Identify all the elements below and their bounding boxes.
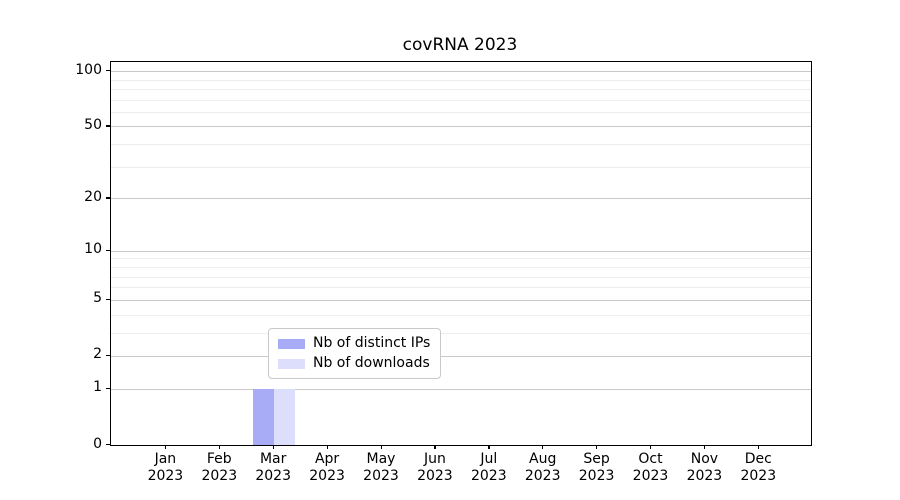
legend-label: Nb of downloads [313, 355, 430, 371]
legend-item: Nb of distinct IPs [278, 335, 430, 352]
major-gridline [111, 71, 811, 73]
x-axis-tick [434, 445, 436, 450]
y-axis-tick [106, 125, 110, 127]
x-axis-tick [650, 445, 652, 450]
x-axis-tick [164, 445, 167, 450]
y-axis-tick [106, 387, 110, 390]
legend-swatch [278, 358, 305, 369]
x-tick-label: May 2023 [363, 451, 399, 484]
major-gridline [111, 299, 811, 301]
y-tick-label: 50 [84, 116, 102, 133]
bar [253, 388, 275, 445]
y-axis-tick [106, 70, 110, 72]
x-tick-label: Feb 2023 [201, 451, 238, 484]
minor-gridline [111, 166, 811, 168]
y-axis-tick [106, 354, 110, 357]
bar [274, 388, 296, 445]
y-tick-label: 1 [93, 379, 102, 396]
x-axis-tick [218, 445, 221, 450]
minor-gridline [111, 258, 811, 260]
y-tick-label: 2 [93, 346, 102, 363]
major-gridline [111, 388, 811, 390]
major-gridline [111, 126, 811, 128]
minor-gridline [111, 314, 811, 316]
minor-gridline [111, 266, 811, 268]
x-tick-label: Aug 2023 [524, 451, 561, 484]
x-tick-label: Sep 2023 [578, 451, 615, 484]
x-axis-tick [542, 445, 544, 450]
minor-gridline [111, 99, 811, 101]
minor-gridline [111, 276, 811, 278]
major-gridline [111, 250, 811, 252]
y-tick-label: 20 [84, 188, 102, 205]
minor-gridline [111, 111, 811, 113]
x-tick-label: Jan 2023 [147, 451, 184, 484]
major-gridline [111, 198, 811, 200]
x-tick-label: Nov 2023 [686, 451, 723, 484]
y-tick-label: 100 [75, 61, 102, 78]
legend-swatch [278, 338, 305, 349]
plot-area [110, 61, 812, 446]
legend-item: Nb of downloads [278, 355, 430, 372]
y-axis-tick [106, 249, 110, 252]
x-tick-label: Oct 2023 [632, 451, 669, 484]
legend: Nb of distinct IPs Nb of downloads [268, 328, 442, 379]
x-axis-tick [380, 445, 382, 450]
y-tick-label: 10 [84, 241, 102, 258]
x-tick-label: Jun 2023 [417, 451, 453, 484]
major-gridline [111, 355, 811, 357]
x-axis-tick [757, 445, 760, 450]
legend-label: Nb of distinct IPs [313, 335, 431, 351]
x-tick-label: Mar 2023 [255, 451, 291, 484]
y-axis-tick [106, 444, 110, 446]
minor-gridline [111, 144, 811, 146]
minor-gridline [111, 287, 811, 289]
x-axis-tick [326, 445, 328, 450]
x-tick-label: Jul 2023 [470, 451, 507, 484]
y-tick-label: 0 [93, 435, 102, 452]
x-axis-tick [488, 445, 490, 450]
x-axis-tick [272, 445, 274, 450]
x-tick-label: Dec 2023 [740, 451, 777, 484]
chart-title: covRNA 2023 [402, 35, 518, 55]
x-axis-tick [596, 445, 598, 450]
minor-gridline [111, 79, 811, 81]
x-axis-tick [703, 445, 706, 450]
y-tick-label: 5 [93, 290, 102, 307]
y-axis-tick [106, 298, 110, 301]
minor-gridline [111, 88, 811, 90]
x-tick-label: Apr 2023 [309, 451, 345, 484]
minor-gridline [111, 332, 811, 334]
y-axis-tick [106, 197, 110, 199]
